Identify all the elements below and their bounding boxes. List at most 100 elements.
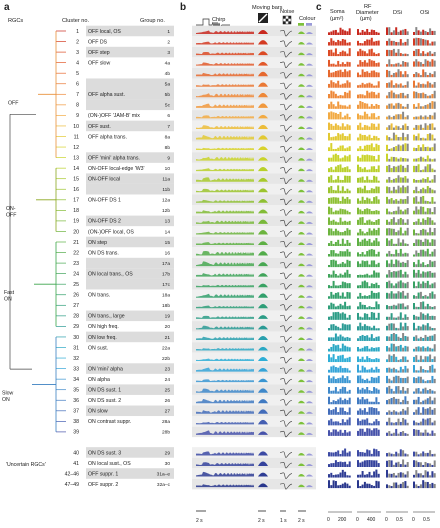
green-response-trace [298, 421, 305, 425]
histogram-bar [375, 53, 378, 57]
histogram-bar [424, 53, 427, 57]
histogram-bar [395, 41, 398, 46]
histogram-bar [399, 449, 402, 457]
histogram-bar [426, 303, 429, 310]
histogram-bar [370, 475, 373, 478]
trace-background [192, 99, 316, 111]
noise-kernel-trace [279, 198, 293, 206]
histogram-bar [368, 249, 371, 257]
histogram-bar [419, 432, 422, 436]
cluster-name: ON local trans., OS [88, 271, 133, 277]
histogram-bar [339, 190, 342, 194]
cluster-number: 9 [76, 113, 79, 119]
histogram-bar [373, 41, 376, 46]
histogram-bar [433, 127, 436, 130]
histogram-bar [377, 285, 380, 289]
dendrogram-root-arms [10, 113, 36, 370]
histogram-bar [373, 147, 376, 152]
histogram-bar [330, 197, 333, 204]
histogram-bar [424, 115, 427, 120]
histogram-bar [375, 282, 378, 289]
trace-background [192, 183, 316, 195]
histogram-bar [363, 399, 366, 405]
histogram-bar [375, 103, 378, 109]
cluster-name: ON trans., large [88, 314, 125, 320]
histogram-bar [404, 322, 407, 331]
histogram-bar [390, 473, 393, 478]
histogram-bar [368, 286, 371, 289]
histogram-bar [397, 158, 400, 162]
histogram-bar [397, 31, 400, 35]
histogram-bar [339, 377, 342, 384]
histogram-bar [366, 346, 369, 352]
cluster-no-header: Cluster no. [62, 18, 89, 24]
cluster-row: 23 17a [73, 259, 436, 269]
histogram-bar [413, 158, 415, 162]
histogram-bar [373, 166, 376, 173]
histogram-bar [419, 366, 422, 373]
histogram-bar [339, 164, 342, 173]
histogram-bar [429, 72, 432, 78]
histogram-bar [399, 83, 402, 88]
histogram-bar [386, 105, 388, 109]
super-group-label: ON [4, 297, 12, 303]
noise-kernel-trace [279, 346, 293, 353]
uv-response-trace [306, 190, 313, 193]
histogram-bar [337, 239, 340, 246]
histogram-bar [399, 431, 402, 436]
histogram-bar [361, 471, 364, 478]
histogram-bar [332, 91, 335, 99]
histogram-bar [344, 482, 347, 489]
histogram-bar [415, 233, 418, 236]
histogram-bar [341, 483, 344, 489]
chirp-response-trace [196, 358, 254, 362]
chirp-response-trace [196, 135, 254, 140]
histogram-bar [344, 243, 347, 246]
chirp-header: Chirp [212, 17, 225, 23]
histogram-bar [386, 127, 388, 130]
histogram-bar [346, 259, 349, 268]
chirp-response-trace [196, 398, 254, 404]
histogram-bar [359, 115, 362, 120]
histogram-bar [422, 451, 425, 457]
histogram-bar [366, 169, 369, 173]
group-number: 21 [165, 335, 171, 341]
histogram-bar [366, 71, 369, 78]
histogram-bar [373, 210, 376, 215]
cluster-name: ON DS sust. 3 [88, 450, 121, 456]
histogram-bar [359, 32, 362, 35]
group-number: 13 [165, 219, 171, 225]
histogram-bar [397, 412, 400, 415]
histogram-bar [419, 115, 422, 120]
histogram-bar [429, 227, 432, 236]
histogram-bar [377, 32, 380, 35]
histogram-bar [406, 368, 409, 373]
uv-response-trace [306, 211, 313, 214]
histogram-bar [404, 271, 407, 278]
histogram-bar [366, 136, 369, 141]
noise-kernel-trace [279, 335, 293, 343]
histogram-bar [346, 197, 349, 204]
group-number: 6 [167, 113, 170, 119]
histogram-bar [341, 251, 344, 257]
histogram-bar [388, 148, 391, 152]
histogram-bar [402, 450, 405, 457]
histogram-bar [375, 136, 378, 141]
chirp-response-trace [196, 84, 254, 87]
histogram-bar [341, 462, 344, 467]
histogram-bar [424, 315, 427, 320]
histogram-bar [370, 347, 373, 352]
histogram-bar [399, 137, 402, 141]
histogram-bar [431, 189, 434, 194]
histogram-bar [388, 187, 391, 194]
histogram-bar [334, 197, 337, 204]
histogram-bar [339, 472, 342, 478]
histogram-bar [422, 83, 425, 88]
histogram-bar [422, 157, 425, 162]
histogram-bar [422, 187, 425, 194]
dendrogram [9, 30, 66, 433]
green-response-trace [298, 126, 305, 129]
histogram-bar [330, 274, 333, 278]
histogram-bar [395, 411, 398, 415]
histogram-bar [361, 94, 364, 99]
